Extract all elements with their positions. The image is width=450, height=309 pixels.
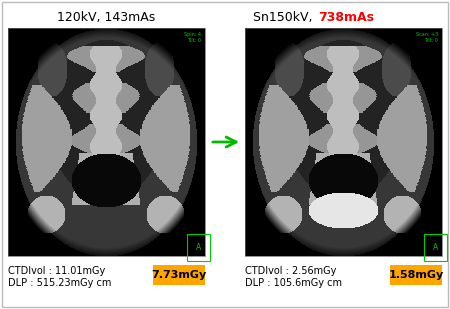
Text: CTDIvol : 11.01mGy: CTDIvol : 11.01mGy (8, 266, 105, 276)
Text: 120kV, 143mAs: 120kV, 143mAs (58, 11, 156, 24)
Text: CTDIvol : 2.56mGy: CTDIvol : 2.56mGy (245, 266, 337, 276)
Text: DLP : 105.6mGy cm: DLP : 105.6mGy cm (245, 278, 342, 288)
FancyBboxPatch shape (153, 265, 205, 285)
FancyBboxPatch shape (2, 2, 448, 307)
Text: A: A (196, 243, 201, 252)
Text: Spin: 4
Tilt: 0: Spin: 4 Tilt: 0 (184, 32, 201, 43)
Text: 7.73mGy: 7.73mGy (151, 270, 207, 280)
Text: 738mAs: 738mAs (318, 11, 374, 24)
FancyBboxPatch shape (390, 265, 442, 285)
Text: A: A (433, 243, 438, 252)
Text: 1.58mGy: 1.58mGy (388, 270, 444, 280)
Text: Scan: +3
Tilt: 0: Scan: +3 Tilt: 0 (416, 32, 438, 43)
Text: DLP : 515.23mGy cm: DLP : 515.23mGy cm (8, 278, 112, 288)
Text: Sn150kV,: Sn150kV, (253, 11, 316, 24)
